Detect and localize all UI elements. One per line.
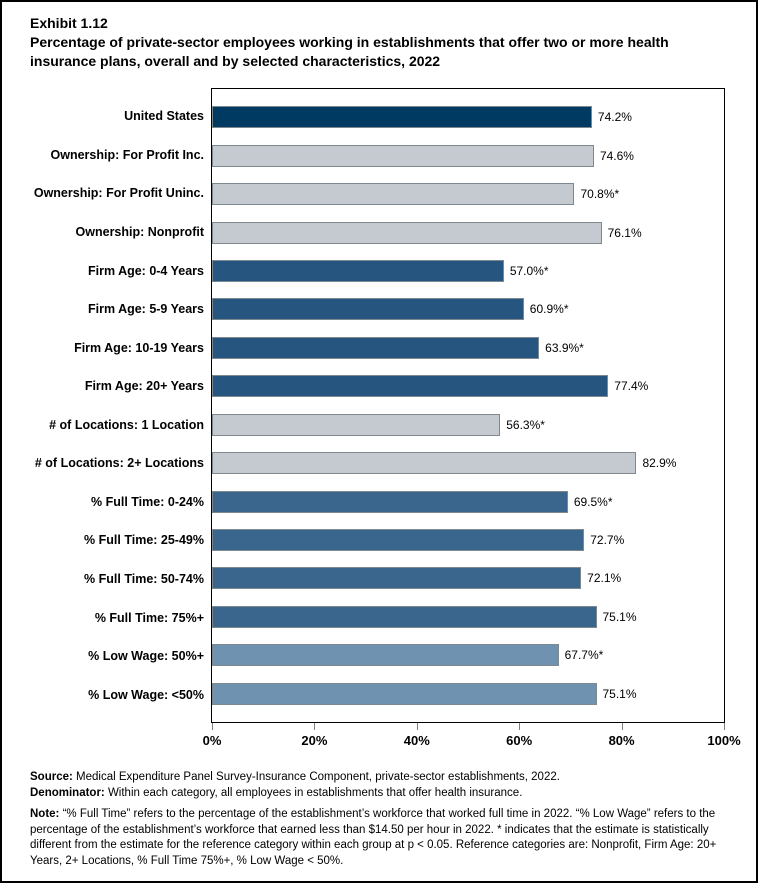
bar: [212, 413, 501, 436]
bar: [212, 375, 609, 398]
bar-row: 63.9%*: [212, 329, 724, 367]
bar-row: 75.1%: [212, 675, 724, 713]
bar-value-label: 76.1%: [607, 225, 642, 240]
bar-row: 77.4%: [212, 367, 724, 405]
category-label: % Full Time: 0-24%: [91, 494, 204, 509]
category-label: % Full Time: 25-49%: [84, 533, 204, 548]
category-labels-column: United States Ownership: For Profit Inc. O…: [2, 88, 211, 723]
category-label: # of Locations: 1 Location: [49, 417, 204, 432]
bar: [212, 605, 597, 628]
bar-value-label: 82.9%: [642, 456, 677, 471]
bar-value-label: 56.3%*: [506, 417, 545, 432]
category-label: United States: [124, 109, 204, 124]
x-axis-tick-label: 40%: [403, 733, 430, 748]
x-axis-tick-label: 80%: [608, 733, 635, 748]
bar-row: 82.9%: [212, 444, 724, 482]
category-label: # of Locations: 2+ Locations: [34, 456, 204, 471]
bar-row: 72.7%: [212, 521, 724, 559]
x-axis-tick-label: 60%: [506, 733, 533, 748]
bar: [212, 221, 602, 244]
source-denominator-paragraph: Source: Medical Expenditure Panel Survey…: [30, 770, 738, 801]
bar-row: 67.7%*: [212, 636, 724, 674]
x-axis-tick-label: 0%: [202, 733, 222, 748]
bar-value-label: 60.9%*: [529, 302, 569, 317]
denominator-label: Denominator:: [30, 786, 105, 799]
bar-row: 57.0%*: [212, 252, 724, 290]
bar-value-label: 75.1%: [602, 686, 637, 701]
x-axis-tick: [212, 723, 213, 730]
bar: [212, 529, 585, 552]
bar-value-label: 75.1%: [602, 609, 637, 624]
title-block: Exhibit 1.12 Percentage of private-secto…: [2, 2, 756, 71]
chart-title: Percentage of private-sector employees w…: [30, 34, 669, 69]
x-axis-tick: [416, 723, 418, 730]
bar-row: 60.9%*: [212, 290, 724, 328]
bar-value-label: 70.8%*: [580, 187, 620, 202]
bar: [212, 298, 524, 321]
category-label: Firm Age: 5-9 Years: [87, 302, 204, 317]
bar-row: 69.5%*: [212, 482, 724, 520]
note-paragraph: Note: “% Full Time” refers to the percen…: [30, 807, 738, 869]
note-text: “% Full Time” refers to the percentage o…: [30, 808, 717, 867]
x-axis-tick: [519, 723, 521, 730]
bar-value-label: 67.7%*: [564, 648, 604, 663]
bar: [212, 644, 559, 667]
category-label: Ownership: Nonprofit: [75, 224, 204, 239]
note-label: Note:: [30, 808, 60, 820]
denominator-text: Within each category, all employees in e…: [107, 786, 523, 799]
bar-value-label: 69.5%*: [573, 494, 613, 509]
bar-row: 56.3%*: [212, 406, 724, 444]
category-label: Firm Age: 10-19 Years: [74, 340, 204, 355]
x-axis-tick-label: 100%: [707, 733, 741, 748]
x-axis-tick: [724, 723, 725, 730]
category-label: % Full Time: 50-74%: [84, 572, 204, 587]
bar-value-label: 74.6%: [599, 148, 634, 163]
bar: [212, 682, 597, 705]
x-axis-tick: [314, 723, 316, 730]
bar-value-label: 72.7%: [590, 533, 625, 548]
bar: [212, 106, 592, 129]
footnotes: Source: Medical Expenditure Panel Survey…: [30, 770, 738, 875]
x-axis-tick: [621, 723, 623, 730]
x-axis-tick-label: 20%: [301, 733, 328, 748]
plot-area: 74.2% 74.6% 70.8%* 76.1% 57.0%* 60.9%* 63.9%* 7…: [211, 88, 725, 723]
bar: [212, 336, 540, 359]
bar-value-label: 74.2%: [597, 110, 632, 125]
category-label: Ownership: For Profit Inc.: [50, 147, 204, 162]
exhibit-number: Exhibit 1.12: [30, 15, 108, 31]
bar-row: 74.6%: [212, 136, 724, 174]
bar-row: 76.1%: [212, 213, 724, 251]
bar: [212, 490, 568, 513]
bar-row: 74.2%: [212, 98, 724, 136]
bar-value-label: 63.9%*: [545, 340, 584, 355]
category-label: % Low Wage: 50%+: [88, 649, 204, 664]
bar: [212, 259, 504, 282]
category-label: Ownership: For Profit Uninc.: [33, 186, 204, 201]
category-label: % Low Wage: <50%: [88, 687, 204, 702]
x-axis: 0% 20% 40% 60% 80% 100%: [203, 723, 741, 763]
category-label: Firm Age: 20+ Years: [84, 379, 204, 394]
bar-value-label: 77.4%: [614, 379, 649, 394]
bar-value-label: 72.1%: [587, 571, 622, 586]
source-label: Source:: [30, 771, 73, 783]
bar-row: 70.8%*: [212, 175, 724, 213]
bar-row: 75.1%: [212, 598, 724, 636]
bar: [212, 452, 637, 475]
category-label: % Full Time: 75%+: [94, 610, 204, 625]
bar-row: 72.1%: [212, 559, 724, 597]
bar-chart: United States Ownership: For Profit Inc. O…: [2, 88, 725, 723]
bar-value-label: 57.0%*: [509, 263, 549, 278]
source-text: Medical Expenditure Panel Survey-Insuran…: [76, 771, 560, 783]
bar: [212, 183, 575, 206]
bar: [212, 144, 594, 167]
category-label: Firm Age: 0-4 Years: [87, 263, 204, 278]
bar: [212, 567, 582, 590]
